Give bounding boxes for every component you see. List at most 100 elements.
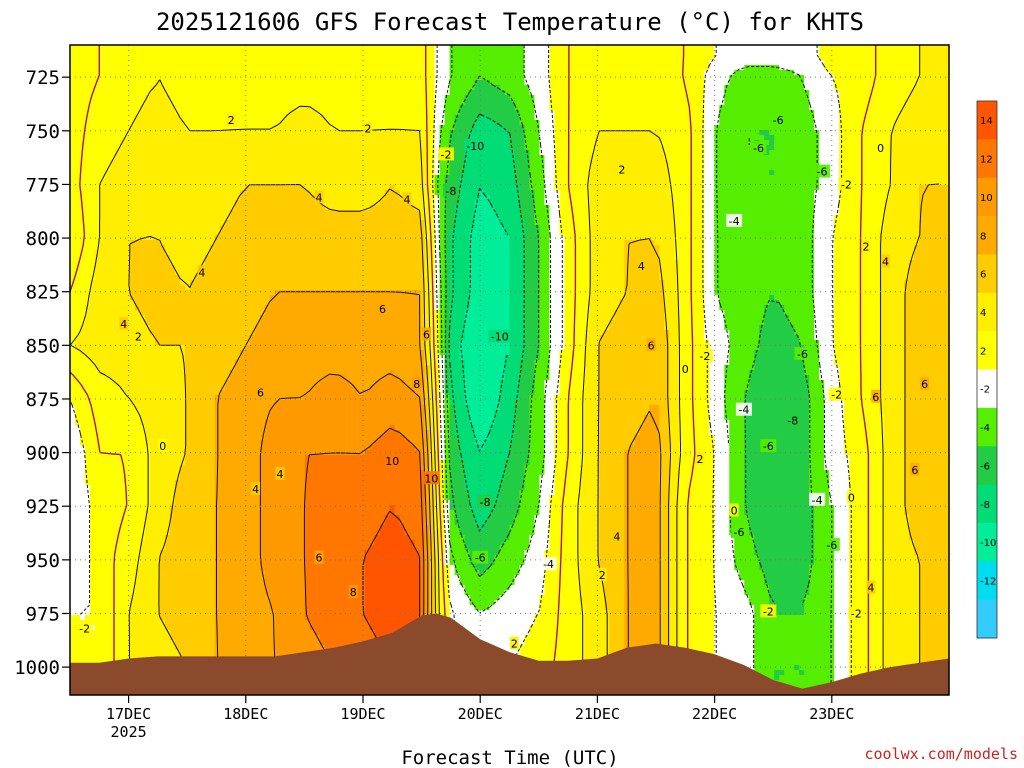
- temp-cell: [94, 615, 101, 621]
- temp-cell: [209, 165, 216, 171]
- temp-cell: [229, 550, 236, 556]
- temp-cell: [144, 595, 151, 601]
- temp-cell: [134, 145, 141, 151]
- temp-cell: [169, 155, 176, 161]
- temp-cell: [114, 615, 121, 621]
- temp-cell: [184, 310, 191, 316]
- temp-cell: [154, 420, 161, 426]
- temp-cell: [179, 530, 186, 536]
- temp-cell: [109, 440, 116, 446]
- temp-cell: [79, 275, 86, 281]
- temp-cell: [94, 655, 101, 661]
- temp-cell: [70, 325, 76, 331]
- temp-cell: [159, 355, 166, 361]
- temp-cell: [244, 520, 251, 526]
- temp-cell: [184, 475, 191, 481]
- temp-cell: [144, 400, 151, 406]
- temp-cell: [244, 590, 251, 596]
- temp-cell: [119, 430, 126, 436]
- temp-cell: [159, 130, 166, 136]
- temp-cell: [249, 245, 256, 251]
- temp-cell: [70, 190, 76, 196]
- temp-cell: [159, 455, 166, 461]
- temp-cell: [139, 645, 146, 651]
- temp-cell: [164, 525, 171, 531]
- temp-cell: [139, 545, 146, 551]
- temp-cell: [144, 435, 151, 441]
- temp-cell: [174, 435, 181, 441]
- temp-cell: [179, 245, 186, 251]
- temp-cell: [184, 490, 191, 496]
- temp-cell: [99, 535, 106, 541]
- temp-cell: [189, 475, 196, 481]
- temp-cell: [259, 315, 266, 321]
- temp-cell: [119, 455, 126, 461]
- temp-cell: [174, 330, 181, 336]
- temp-cell: [259, 55, 266, 61]
- temp-cell: [129, 410, 136, 416]
- temp-cell: [164, 340, 171, 346]
- temp-cell: [179, 150, 186, 156]
- temp-cell: [84, 55, 91, 61]
- temp-cell: [184, 605, 191, 611]
- temp-cell: [109, 335, 116, 341]
- temp-cell: [239, 510, 246, 516]
- temp-cell: [179, 220, 186, 226]
- temp-cell: [169, 415, 176, 421]
- temp-cell: [224, 435, 231, 441]
- temp-cell: [184, 165, 191, 171]
- temp-cell: [209, 310, 216, 316]
- temp-cell: [99, 620, 106, 626]
- temp-cell: [129, 285, 136, 291]
- temp-cell: [89, 615, 96, 621]
- temp-cell: [164, 475, 171, 481]
- temp-cell: [179, 215, 186, 221]
- temp-cell: [134, 60, 141, 66]
- temp-cell: [174, 425, 181, 431]
- temp-cell: [259, 65, 266, 71]
- temp-cell: [179, 75, 186, 81]
- temp-cell: [189, 370, 196, 376]
- temp-cell: [249, 620, 256, 626]
- temp-cell: [219, 130, 226, 136]
- temp-cell: [99, 555, 106, 561]
- temp-cell: [109, 145, 116, 151]
- temp-cell: [149, 250, 156, 256]
- temp-cell: [214, 290, 221, 296]
- temp-cell: [124, 260, 131, 266]
- temp-cell: [214, 155, 221, 161]
- temp-cell: [174, 100, 181, 106]
- temp-cell: [224, 380, 231, 386]
- temp-cell: [169, 280, 176, 286]
- temp-cell: [99, 105, 106, 111]
- temp-cell: [134, 600, 141, 606]
- temp-cell: [104, 565, 111, 571]
- temp-cell: [139, 100, 146, 106]
- temp-cell: [129, 305, 136, 311]
- temp-cell: [164, 390, 171, 396]
- temp-cell: [104, 510, 111, 516]
- temp-cell: [104, 465, 111, 471]
- temp-cell: [164, 640, 171, 646]
- temp-cell: [179, 330, 186, 336]
- temp-cell: [169, 590, 176, 596]
- temp-cell: [104, 210, 111, 216]
- temp-cell: [259, 310, 266, 316]
- temp-cell: [169, 535, 176, 541]
- temp-cell: [194, 305, 201, 311]
- temp-cell: [134, 295, 141, 301]
- temp-cell: [104, 440, 111, 446]
- temp-cell: [144, 395, 151, 401]
- temp-cell: [244, 160, 251, 166]
- temp-cell: [229, 395, 236, 401]
- temp-cell: [164, 345, 171, 351]
- temp-cell: [74, 375, 81, 381]
- temp-cell: [234, 230, 241, 236]
- temp-cell: [124, 165, 131, 171]
- temp-cell: [234, 340, 241, 346]
- temp-cell: [99, 560, 106, 566]
- temp-cell: [154, 405, 161, 411]
- temp-cell: [149, 570, 156, 576]
- temp-cell: [99, 325, 106, 331]
- temp-cell: [124, 490, 131, 496]
